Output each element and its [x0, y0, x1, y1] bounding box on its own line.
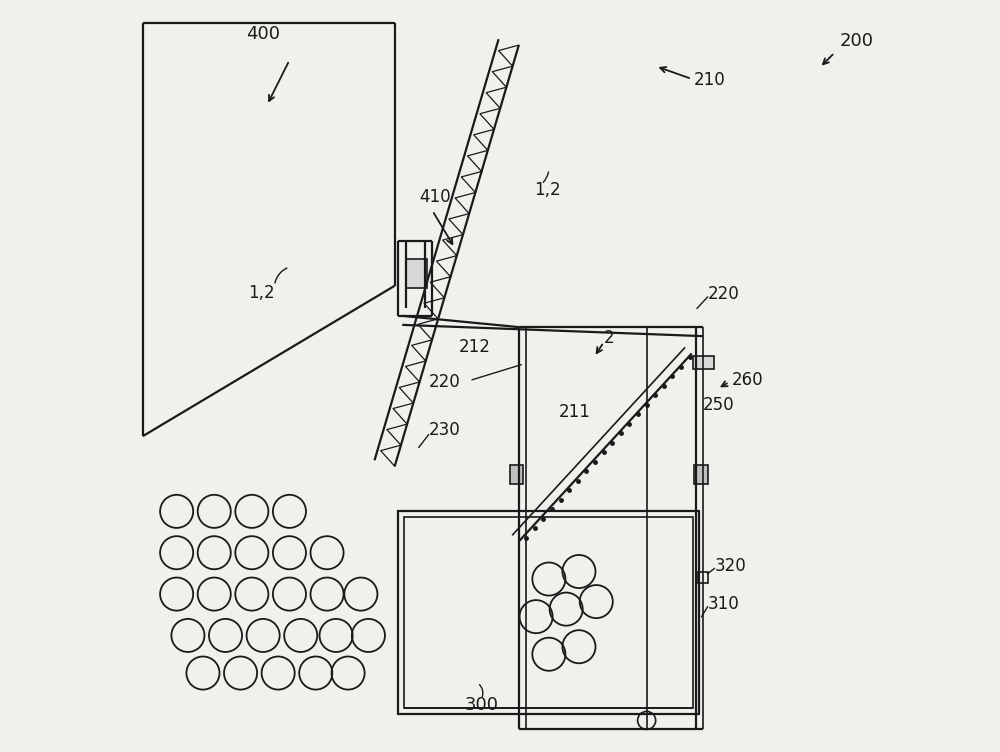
Bar	[404, 517, 693, 708]
Text: 320: 320	[714, 556, 746, 575]
Bar	[694, 465, 708, 484]
Text: 410: 410	[419, 188, 450, 206]
Bar	[693, 356, 714, 369]
Bar	[697, 572, 708, 583]
Text: 220: 220	[708, 285, 739, 303]
Text: 250: 250	[703, 396, 735, 414]
Text: 260: 260	[732, 371, 763, 389]
Text: 300: 300	[464, 696, 498, 714]
Text: 2: 2	[604, 329, 614, 347]
Text: 212: 212	[459, 338, 491, 356]
Bar	[510, 465, 523, 484]
Text: 230: 230	[429, 421, 460, 439]
Text: 210: 210	[694, 71, 726, 89]
Text: 310: 310	[708, 595, 739, 613]
Bar	[398, 511, 699, 714]
Text: 1,2: 1,2	[248, 284, 275, 302]
Text: 211: 211	[559, 403, 591, 421]
Text: 1,2: 1,2	[534, 180, 560, 199]
Text: 220: 220	[429, 373, 460, 391]
Text: 200: 200	[840, 32, 874, 50]
Bar	[406, 259, 427, 288]
Text: 400: 400	[246, 25, 280, 43]
